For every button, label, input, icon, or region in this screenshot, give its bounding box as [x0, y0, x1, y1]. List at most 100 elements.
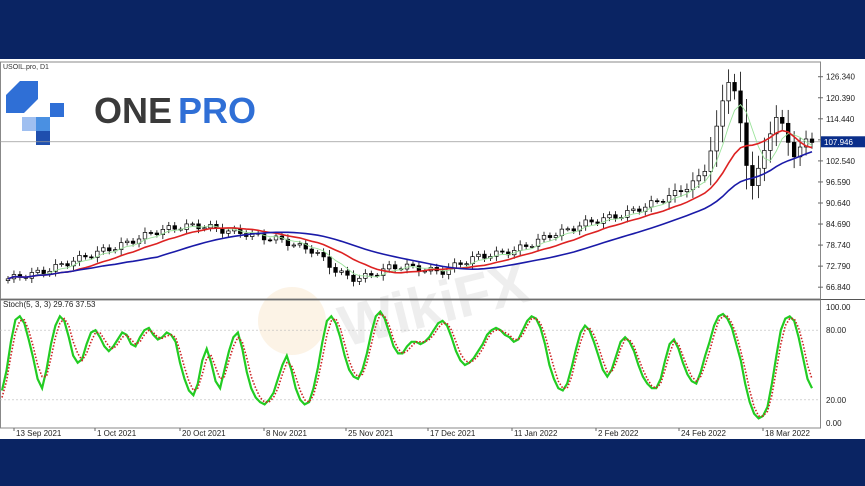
candle-down [345, 270, 350, 276]
candle-up [160, 229, 165, 235]
moving-averages-layer [7, 103, 813, 280]
candle-up [690, 180, 696, 190]
candle-up [71, 260, 76, 267]
time-tick-label: 17 Dec 2021 [430, 429, 476, 438]
candle-up [601, 217, 606, 224]
candle-down [65, 263, 70, 267]
stoch-tick-label: 80.00 [826, 326, 847, 335]
time-tick-label: 2 Feb 2022 [598, 429, 639, 438]
candle-up [95, 250, 100, 258]
candle-down [780, 117, 785, 124]
candle-up [119, 242, 124, 251]
candle-down [107, 247, 112, 252]
candle-down [571, 228, 576, 232]
candle-down [196, 223, 201, 230]
stochastic-layer: 100.00 80.00 20.00 0.00 [0, 303, 851, 428]
candle-down [154, 232, 160, 235]
time-tick-label: 1 Oct 2021 [97, 429, 137, 438]
candle-down [172, 225, 177, 230]
candle-down [613, 214, 618, 219]
candle-down [732, 82, 737, 92]
candle-down [482, 253, 487, 259]
candle-down [303, 243, 308, 250]
candle-up [666, 195, 672, 203]
candle-down [791, 142, 797, 158]
candle-down [41, 269, 46, 275]
candle-up [101, 247, 106, 252]
candle-up [142, 232, 148, 240]
candle-down [327, 256, 332, 268]
moving-average-line [7, 129, 813, 280]
candle-up [202, 227, 207, 230]
candle-up [291, 244, 297, 247]
candle-down [392, 264, 398, 270]
candle-down [678, 190, 684, 193]
current-price-value: 107.946 [824, 138, 853, 147]
candle-up [529, 246, 535, 248]
current-price-box [821, 136, 865, 148]
candle-down [369, 273, 374, 276]
stoch-panel-border [0, 299, 821, 429]
candle-up [708, 150, 713, 172]
time-axis: 13 Sep 2021 1 Oct 2021 20 Oct 2021 8 Nov 20… [13, 428, 810, 438]
candle-up [494, 250, 499, 257]
candle-up [565, 228, 570, 231]
candle-up [226, 230, 231, 234]
candle-up [535, 238, 541, 247]
candle-down [655, 200, 660, 203]
candle-up [625, 210, 630, 218]
candle-down [148, 232, 154, 234]
candle-up [583, 219, 588, 227]
candle-up [672, 190, 678, 196]
time-tick-label: 11 Jan 2022 [514, 429, 558, 438]
stoch-signal-line [1, 312, 813, 417]
candle-down [83, 255, 88, 258]
current-price-marker: 107.946 [821, 136, 865, 148]
time-tick-label: 25 Nov 2021 [348, 429, 394, 438]
price-tick-label: 114.440 [826, 115, 855, 124]
candle-up [684, 188, 690, 193]
price-tick-label: 78.740 [826, 241, 851, 250]
candle-up [77, 255, 82, 262]
candle-up [381, 268, 386, 276]
moving-average-line [7, 150, 813, 280]
trading-chart: WikiFX USOIL.pro, D1 Stoch(5, 3, 3) 29.7… [0, 61, 865, 438]
price-tick-label: 120.390 [826, 94, 855, 103]
onepro-logo: ONE PRO [6, 81, 256, 145]
candle-up [768, 133, 773, 151]
price-tick-label: 126.340 [826, 73, 855, 82]
price-tick-label: 84.690 [826, 220, 851, 229]
candle-down [309, 248, 314, 254]
logo-text-pro: PRO [178, 90, 256, 131]
candle-down [595, 221, 600, 224]
candle-up [649, 200, 654, 208]
candle-up [714, 125, 719, 152]
symbol-label: USOIL.pro, D1 [3, 64, 49, 71]
candle-up [553, 235, 559, 238]
candle-up [720, 100, 725, 127]
candle-down [261, 233, 267, 241]
candle-up [387, 264, 392, 270]
candle-up [190, 223, 195, 226]
stoch-tick-label: 0.00 [826, 419, 842, 428]
candle-up [35, 269, 40, 273]
price-tick-label: 90.640 [826, 199, 851, 208]
candle-up [273, 235, 279, 241]
stoch-tick-label: 100.00 [826, 303, 851, 312]
candle-down [523, 244, 529, 247]
candle-down [410, 263, 416, 267]
candle-up [5, 278, 11, 281]
candle-up [518, 244, 523, 251]
candle-up [726, 82, 731, 102]
candle-up [541, 235, 547, 240]
time-tick-label: 8 Nov 2021 [266, 429, 307, 438]
stoch-indicator-label: Stoch(5, 3, 3) 29.76 37.53 [3, 300, 96, 309]
candle-down [637, 208, 642, 212]
candle-up [297, 243, 302, 246]
stoch-main-line [0, 309, 813, 420]
candle-up [315, 252, 320, 254]
candle-up [53, 264, 58, 272]
candle-up [166, 225, 171, 230]
logo-text-one: ONE [94, 90, 172, 131]
